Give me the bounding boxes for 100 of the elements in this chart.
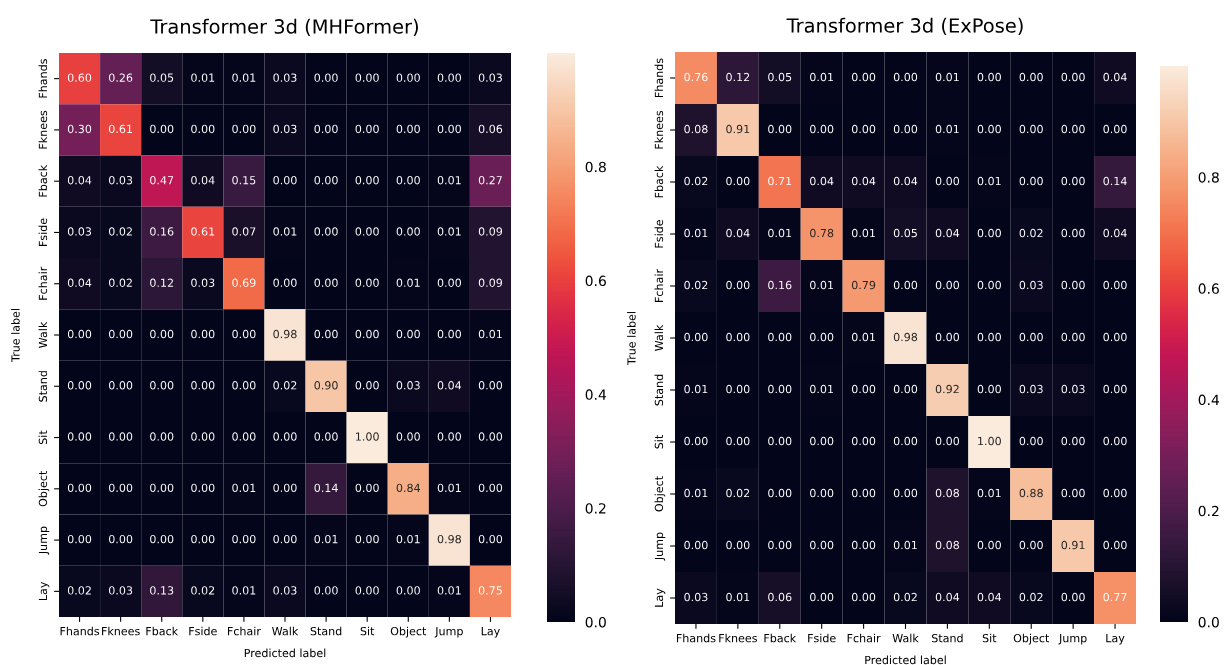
data-label: 0.30 — [67, 124, 92, 134]
data-label: 0.00 — [396, 73, 420, 82]
data-label: 0.00 — [768, 124, 792, 134]
data-label: 0.00 — [355, 381, 379, 390]
data-label: 0.01 — [935, 72, 959, 82]
data-label: 0.04 — [935, 592, 960, 602]
data-label: 0.00 — [893, 436, 918, 446]
x-tick-label: Object — [1013, 633, 1050, 645]
data-label: 0.01 — [396, 278, 420, 287]
data-label: 0.01 — [437, 227, 461, 236]
y-tick-label: Lay — [654, 588, 666, 607]
data-label: 0.13 — [150, 586, 174, 595]
data-label: 0.00 — [851, 124, 876, 134]
data-label: 0.00 — [1019, 72, 1043, 82]
data-label: 0.00 — [726, 176, 750, 186]
data-label: 0.00 — [851, 436, 876, 446]
data-label: 0.00 — [355, 329, 379, 339]
data-label: 0.16 — [150, 227, 174, 236]
data-label: 0.00 — [191, 483, 215, 493]
data-label: 0.00 — [437, 432, 461, 441]
data-label: 0.04 — [977, 592, 1002, 602]
data-label: 0.01 — [684, 384, 708, 394]
y-tick-label: Fchair — [38, 266, 48, 300]
data-label: 0.01 — [893, 540, 917, 550]
data-label: 0.00 — [1103, 124, 1127, 134]
x-tick-label: Sit — [360, 626, 375, 636]
data-label: 0.00 — [726, 540, 750, 550]
data-label: 0.00 — [396, 176, 420, 185]
chart-title: Transformer 3d (ExPose) — [786, 17, 1023, 36]
data-label: 0.76 — [684, 72, 708, 82]
data-label: 0.91 — [726, 124, 750, 134]
data-label: 0.01 — [437, 586, 461, 595]
data-label: 0.84 — [396, 483, 421, 493]
data-label: 0.00 — [67, 432, 92, 441]
data-label: 0.98 — [437, 534, 461, 544]
chart-title: Transformer 3d (MHFormer) — [150, 18, 418, 37]
data-label: 0.04 — [1103, 72, 1127, 82]
data-label: 0.04 — [935, 228, 960, 238]
data-label: 0.00 — [977, 384, 1001, 394]
data-label: 0.00 — [355, 534, 379, 544]
data-label: 0.06 — [768, 592, 792, 602]
data-label: 0.00 — [935, 436, 960, 446]
data-label: 0.02 — [726, 488, 750, 498]
data-label: 0.00 — [1061, 592, 1085, 602]
data-label: 0.26 — [109, 73, 133, 82]
data-label: 0.00 — [1103, 384, 1127, 394]
data-label: 0.00 — [109, 483, 133, 493]
data-label: 0.04 — [1103, 228, 1127, 238]
data-label: 0.00 — [684, 332, 708, 342]
data-label: 0.00 — [355, 176, 379, 185]
y-tick-label: Walk — [38, 321, 48, 348]
data-label: 0.00 — [314, 432, 338, 441]
data-label: 0.05 — [893, 228, 917, 238]
data-label: 0.00 — [314, 124, 338, 134]
data-label: 0.00 — [314, 176, 338, 185]
data-label: 0.01 — [684, 488, 708, 498]
color-bar-label: 0.8 — [1198, 172, 1219, 183]
data-label: 0.00 — [810, 124, 834, 134]
data-label: 0.00 — [67, 329, 92, 339]
data-label: 0.00 — [273, 483, 297, 493]
data-label: 0.03 — [109, 176, 133, 185]
data-label: 0.01 — [768, 228, 792, 238]
y-axis-title: True label — [11, 309, 20, 363]
x-axis-title: Predicted label — [865, 655, 946, 665]
data-label: 0.00 — [893, 124, 918, 134]
data-label: 0.00 — [893, 72, 918, 82]
data-label: 0.00 — [1019, 332, 1043, 342]
data-label: 0.14 — [1103, 176, 1127, 186]
data-label: 0.00 — [67, 381, 92, 390]
data-label: 0.00 — [768, 488, 792, 498]
data-label: 0.02 — [893, 592, 917, 602]
data-label: 0.00 — [684, 436, 708, 446]
data-label: 0.00 — [191, 329, 215, 339]
data-label: 0.00 — [1103, 436, 1127, 446]
data-label: 0.00 — [232, 534, 256, 544]
x-tick-label: Fside — [808, 633, 836, 643]
data-label: 0.04 — [726, 228, 750, 238]
data-label: 0.01 — [437, 176, 461, 185]
data-label: 0.00 — [1061, 228, 1085, 238]
data-label: 0.03 — [396, 381, 420, 390]
y-tick-label: Fhands — [38, 59, 48, 98]
y-tick-label: Fside — [654, 220, 664, 248]
data-label: 0.00 — [851, 384, 876, 394]
data-label: 0.02 — [1019, 592, 1043, 602]
y-tick-label: Fback — [38, 164, 48, 197]
data-label: 0.00 — [150, 124, 174, 134]
x-tick-label: Fknees — [102, 626, 140, 636]
data-label: 0.01 — [437, 483, 461, 493]
y-tick-label: Sit — [38, 430, 48, 445]
data-label: 1.00 — [356, 432, 379, 441]
data-label: 0.79 — [851, 280, 876, 290]
data-label: 0.01 — [478, 329, 502, 339]
data-label: 0.00 — [1103, 540, 1127, 550]
data-label: 0.00 — [851, 72, 876, 82]
data-label: 0.16 — [768, 280, 792, 290]
data-label: 0.09 — [478, 278, 503, 287]
data-label: 0.00 — [935, 280, 960, 290]
data-label: 0.00 — [314, 329, 338, 339]
data-label: 0.00 — [893, 384, 918, 394]
color-bar-label: 0.6 — [585, 275, 606, 287]
